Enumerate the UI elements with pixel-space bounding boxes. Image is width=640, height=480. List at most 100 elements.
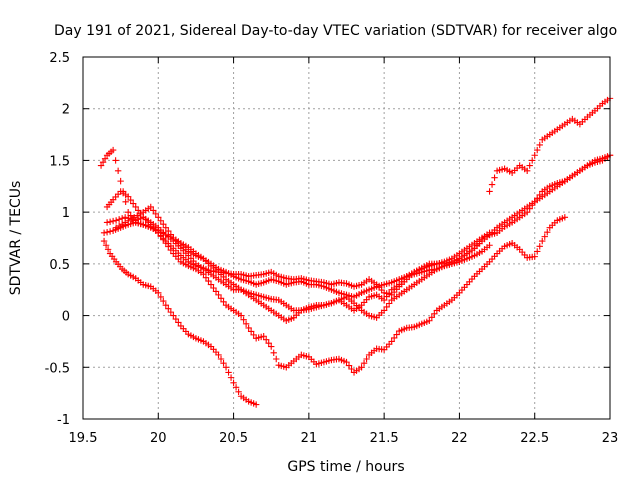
data-point <box>172 315 180 323</box>
data-point <box>235 388 242 395</box>
x-tick-label: 21 <box>301 431 318 446</box>
y-tick-label: 2.5 <box>49 51 70 66</box>
data-point <box>170 312 177 319</box>
data-point <box>380 307 388 314</box>
data-point <box>385 300 393 307</box>
data-point <box>99 158 107 166</box>
data-point <box>127 196 134 204</box>
data-point <box>215 351 222 359</box>
data-point <box>106 228 114 235</box>
y-tick-label: 1 <box>62 206 70 221</box>
data-point <box>210 284 217 292</box>
data-point <box>157 293 164 301</box>
data-point <box>343 358 350 366</box>
data-point <box>526 162 533 169</box>
data-point <box>240 316 247 323</box>
x-tick-label: 19.5 <box>69 431 98 446</box>
data-point <box>109 146 117 154</box>
data-point <box>122 198 129 205</box>
data-point <box>385 289 393 297</box>
data-point <box>486 242 493 249</box>
data-point <box>262 336 270 343</box>
data-point <box>117 177 124 185</box>
data-point <box>428 314 436 321</box>
data-point <box>531 152 538 159</box>
data-point <box>383 303 390 311</box>
data-point <box>165 305 172 312</box>
data-point <box>100 229 108 237</box>
data-point <box>97 162 105 169</box>
data-point <box>529 157 536 164</box>
data-point <box>242 320 250 328</box>
data-point <box>486 188 493 195</box>
data-point <box>363 355 370 363</box>
data-point <box>488 181 496 188</box>
chart-title: Day 191 of 2021, Sidereal Day-to-day VTE… <box>54 23 617 39</box>
x-tick-label: 22.5 <box>520 431 549 446</box>
data-point <box>135 207 142 214</box>
data-point <box>245 324 252 332</box>
data-point <box>112 157 119 164</box>
data-point <box>345 362 353 369</box>
data-point <box>102 242 110 249</box>
data-point <box>393 331 400 338</box>
data-point <box>270 349 277 357</box>
y-tick-label: -1 <box>57 413 70 428</box>
data-point <box>523 167 531 174</box>
data-point <box>155 289 162 297</box>
y-tick-label: -0.5 <box>45 361 70 376</box>
data-point <box>205 277 212 285</box>
x-tick-label: 22 <box>451 431 468 446</box>
data-point <box>426 317 433 324</box>
data-point <box>162 224 170 231</box>
data-point <box>215 291 222 299</box>
data-point <box>160 221 167 228</box>
y-tick-label: 1.5 <box>49 154 70 169</box>
data-point <box>114 167 122 174</box>
data-point <box>129 200 137 207</box>
series-satellite-a <box>100 237 260 408</box>
x-axis-title: GPS time / hours <box>287 459 404 475</box>
data-point <box>348 365 355 373</box>
data-point <box>217 355 225 363</box>
data-point <box>207 281 215 288</box>
data-point <box>217 295 225 302</box>
data-point <box>152 210 159 218</box>
data-point <box>471 245 478 252</box>
data-point <box>124 193 132 200</box>
data-point <box>476 238 483 245</box>
data-point <box>157 217 164 224</box>
data-point <box>106 218 114 225</box>
data-point <box>491 174 498 181</box>
data-point <box>531 253 538 260</box>
data-point <box>252 401 260 408</box>
series-satellite-d <box>100 152 614 314</box>
data-point <box>383 293 390 300</box>
data-point <box>250 331 257 339</box>
data-point <box>202 274 210 281</box>
data-point <box>544 228 551 236</box>
x-tick-label: 20.5 <box>219 431 248 446</box>
data-point <box>237 312 245 319</box>
data-point <box>268 343 275 350</box>
y-tick-label: 0 <box>62 310 70 325</box>
data-point <box>388 338 395 345</box>
data-point <box>536 243 543 250</box>
data-point <box>265 339 272 347</box>
data-point <box>212 288 220 295</box>
data-point <box>536 141 543 149</box>
data-point <box>247 328 255 335</box>
data-point <box>227 374 235 381</box>
data-point <box>132 203 139 211</box>
data-point <box>360 359 368 367</box>
data-point <box>534 248 541 255</box>
data-point <box>112 217 120 224</box>
data-point <box>225 369 232 376</box>
data-point <box>165 227 172 235</box>
y-tick-label: 2 <box>62 103 70 118</box>
data-point <box>103 219 111 226</box>
data-point <box>150 207 157 214</box>
x-tick-label: 21.5 <box>370 431 399 446</box>
data-point <box>539 237 546 245</box>
series-satellite-c <box>97 146 614 299</box>
